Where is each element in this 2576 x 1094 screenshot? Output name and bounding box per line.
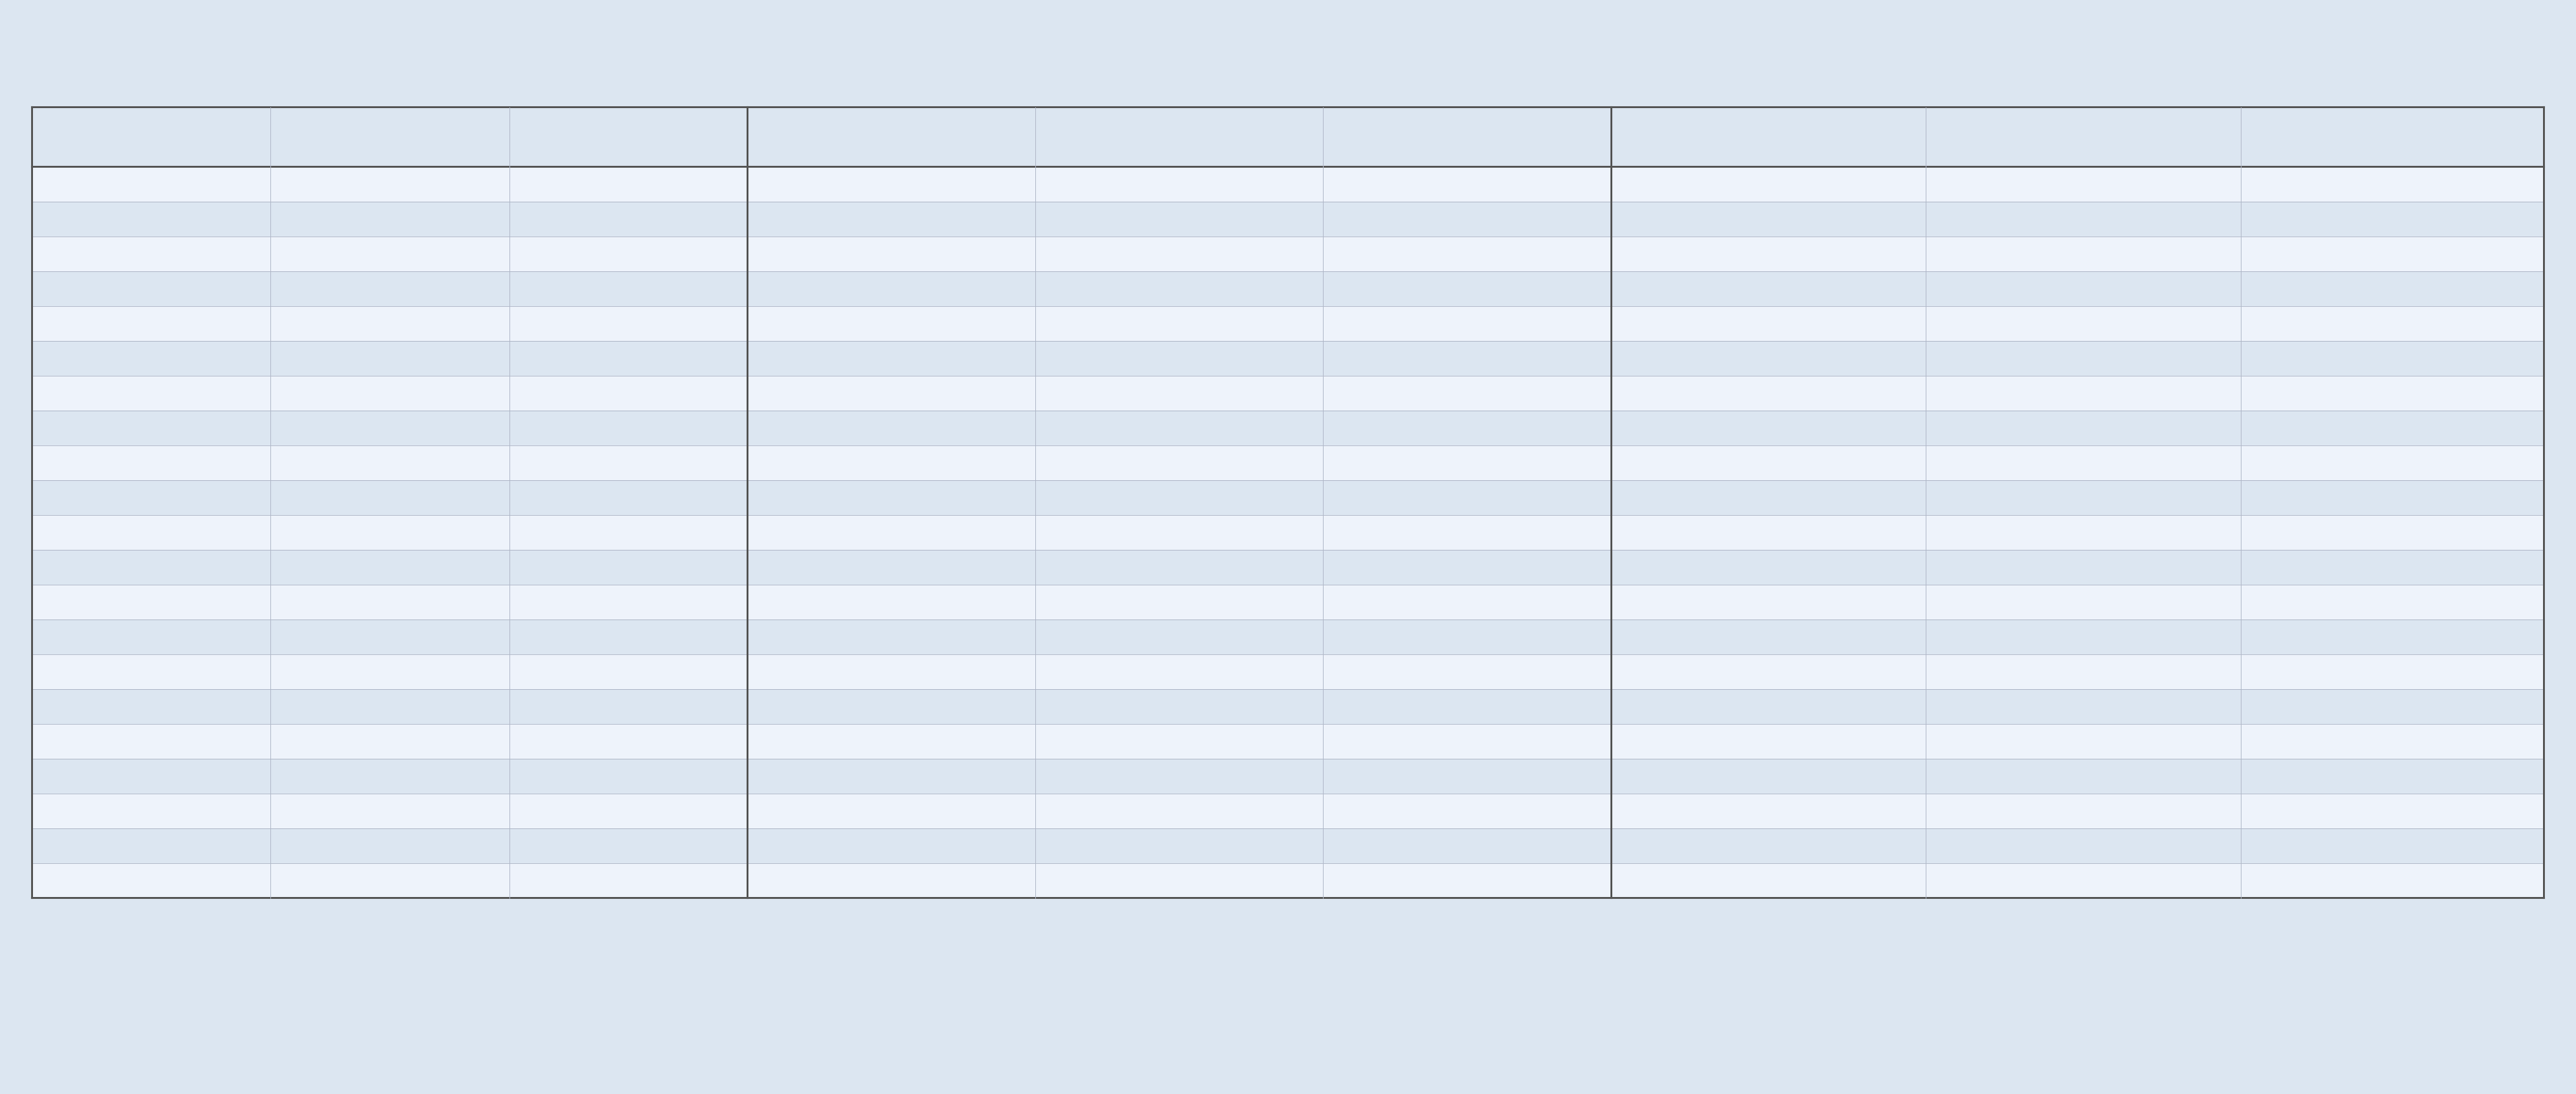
Bar (31, 201, 2545, 236)
Bar (31, 724, 2545, 758)
Bar (31, 445, 2545, 480)
Bar (31, 550, 2545, 584)
Bar (31, 236, 2545, 271)
Bar (31, 863, 2545, 898)
Bar (31, 410, 2545, 445)
Bar (31, 793, 2545, 828)
Bar (31, 828, 2545, 863)
Bar (31, 619, 2545, 654)
Bar (31, 515, 2545, 550)
Bar (31, 758, 2545, 793)
Bar (31, 341, 2545, 375)
Bar (31, 654, 2545, 689)
Bar (31, 166, 2545, 201)
Bar (31, 271, 2545, 306)
Bar (31, 306, 2545, 341)
Bar (31, 480, 2545, 515)
Bar (31, 584, 2545, 619)
Bar (31, 375, 2545, 410)
Bar (31, 689, 2545, 724)
Bar (31, 107, 2545, 166)
